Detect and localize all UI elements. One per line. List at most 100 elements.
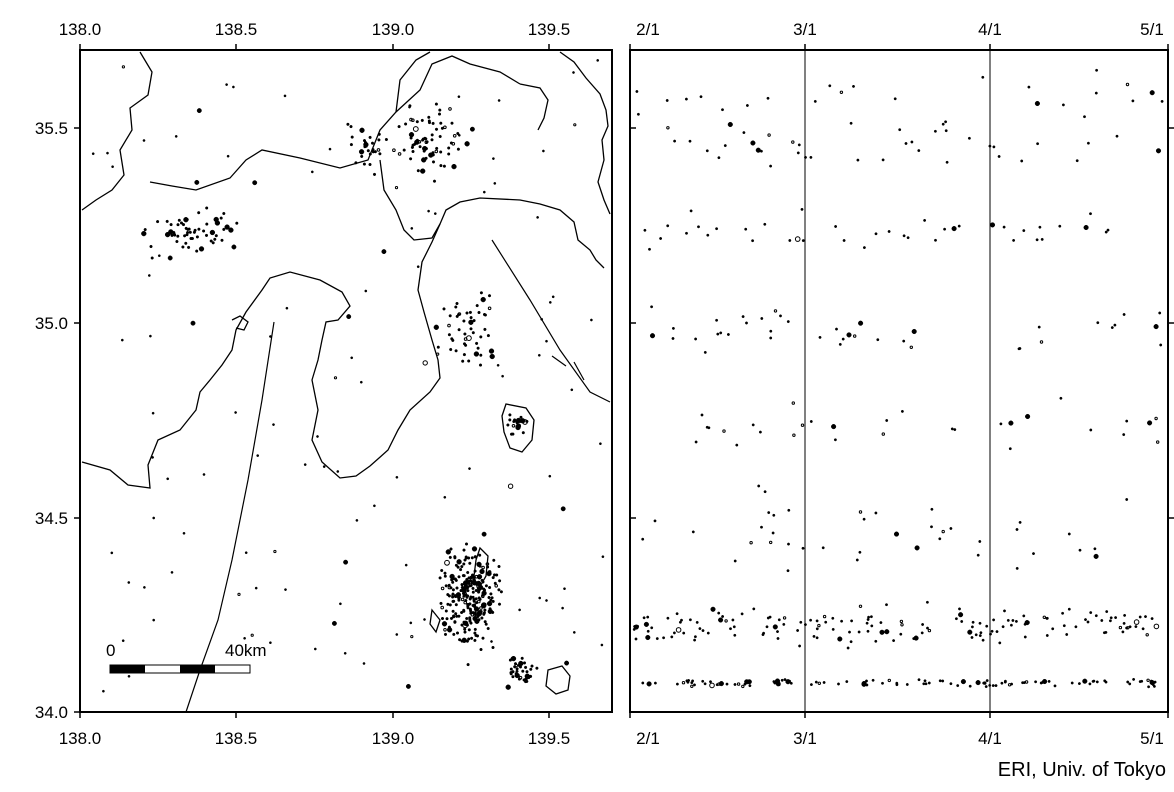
epicenter-marker <box>923 218 927 222</box>
epicenter-marker <box>849 121 853 125</box>
epicenter-marker <box>471 331 475 335</box>
epicenter-marker <box>457 328 461 332</box>
epicenter-marker <box>900 623 904 627</box>
epicenter-marker <box>978 634 982 638</box>
epicenter-marker <box>769 540 773 545</box>
epicenter-marker <box>463 590 467 594</box>
epicenter-marker <box>833 438 837 442</box>
epicenter-marker <box>780 678 784 682</box>
epicenter-marker <box>685 231 688 235</box>
epicenter-marker <box>440 586 445 591</box>
epicenter-marker <box>837 636 843 642</box>
epicenter-marker <box>354 161 358 165</box>
fault-tick-east <box>573 361 585 381</box>
epicenter-marker <box>1014 619 1018 623</box>
epicenter-marker <box>477 596 481 600</box>
epicenter-marker <box>427 115 431 119</box>
epicenter-marker <box>788 239 792 242</box>
epicenter-marker <box>438 576 442 580</box>
epicenter-marker <box>433 324 439 330</box>
epicenter-marker <box>468 467 471 470</box>
epicenter-marker <box>976 553 980 557</box>
epicenter-marker <box>1047 679 1051 683</box>
epicenter-marker <box>515 417 522 424</box>
epicenter-marker <box>434 149 439 154</box>
epicenter-marker <box>468 616 472 620</box>
epicenter-marker <box>465 577 469 582</box>
epicenter-marker <box>111 165 114 169</box>
epicenter-marker <box>777 683 781 687</box>
epicenter-marker <box>735 443 739 447</box>
epicenter-marker <box>350 356 354 360</box>
epicenter-marker <box>463 630 467 634</box>
epicenter-marker <box>364 289 368 293</box>
epicenter-marker <box>1146 678 1150 682</box>
epicenter-marker <box>479 335 483 339</box>
epicenter-marker <box>857 630 861 634</box>
epicenter-marker <box>545 339 548 343</box>
coastline-main <box>81 197 605 489</box>
epicenter-marker <box>1078 548 1082 552</box>
epicenter-marker <box>1086 620 1090 624</box>
epicenter-marker <box>464 141 470 147</box>
map-frame <box>79 49 613 713</box>
epicenter-marker <box>436 352 440 356</box>
epicenter-marker <box>874 232 878 236</box>
epicenter-marker <box>448 555 452 559</box>
epicenter-marker <box>439 121 443 125</box>
epicenter-marker <box>430 133 434 137</box>
epicenter-marker <box>336 470 340 473</box>
epicenter-marker <box>1034 680 1038 684</box>
epicenter-marker <box>635 90 639 93</box>
epicenter-marker <box>1121 630 1125 634</box>
epicenter-marker <box>786 320 790 324</box>
epicenter-marker <box>641 681 645 685</box>
epicenter-marker <box>469 579 473 583</box>
epicenter-marker <box>447 333 451 337</box>
epicenter-marker <box>189 236 193 241</box>
epicenter-marker <box>448 107 452 111</box>
epicenter-marker <box>650 626 654 630</box>
lon-label: 139.0 <box>372 20 415 39</box>
epicenter-marker <box>599 442 602 446</box>
epicenter-marker <box>409 621 413 625</box>
epicenter-marker <box>994 684 998 688</box>
epicenter-marker <box>985 624 989 628</box>
epicenter-marker <box>475 304 479 308</box>
epicenter-marker <box>468 619 472 623</box>
epicenter-marker <box>466 335 472 342</box>
epicenter-marker <box>511 432 515 436</box>
epicenter-marker <box>487 570 492 574</box>
epicenter-marker <box>472 615 478 622</box>
epicenter-marker <box>487 306 492 311</box>
epicenter-marker <box>666 616 670 620</box>
epicenter-marker <box>1084 618 1087 622</box>
epicenter-marker <box>944 120 948 124</box>
epicenter-marker <box>362 162 366 166</box>
epicenter-marker <box>359 380 363 384</box>
epicenter-marker <box>1149 679 1153 683</box>
scale-bar-segment <box>180 665 215 673</box>
lon-label: 138.5 <box>215 729 258 748</box>
epicenter-marker <box>787 508 791 512</box>
epicenter-marker <box>809 618 813 622</box>
epicenter-marker <box>451 599 455 603</box>
epicenter-marker <box>917 678 921 682</box>
epicenter-marker <box>456 559 462 565</box>
epicenter-marker <box>1045 616 1049 620</box>
epicenter-marker <box>506 423 510 427</box>
epicenter-marker <box>465 311 469 315</box>
epicenter-marker <box>460 585 464 590</box>
epicenter-marker <box>473 351 480 357</box>
epicenter-marker <box>536 216 539 219</box>
epicenter-marker <box>981 75 985 79</box>
epicenter-marker <box>1140 679 1144 683</box>
epicenter-marker <box>467 576 471 580</box>
epicenter-marker <box>840 619 844 623</box>
epicenter-marker <box>510 655 517 662</box>
date-label: 3/1 <box>793 20 817 39</box>
epicenter-marker <box>460 565 464 569</box>
epicenter-marker <box>759 149 763 153</box>
epicenter-marker <box>777 618 781 622</box>
epicenter-marker <box>91 152 95 156</box>
